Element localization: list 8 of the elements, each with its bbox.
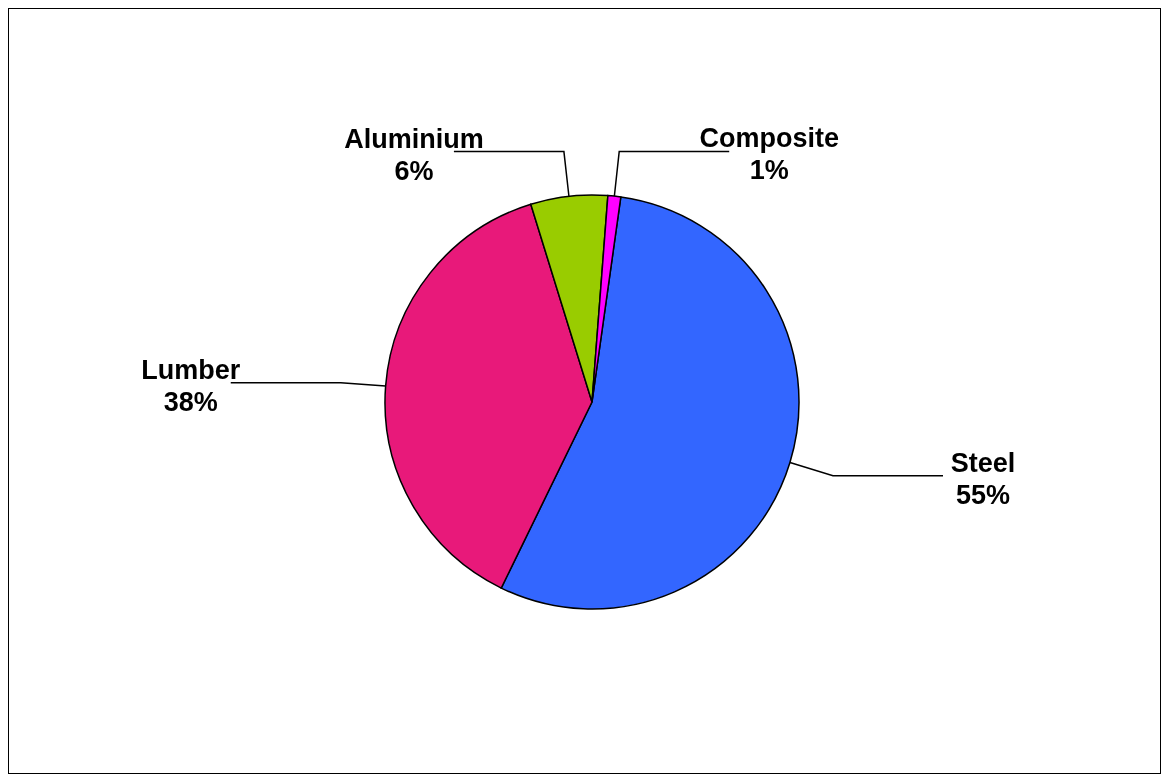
slice-label: Steel xyxy=(950,447,1016,478)
slice-label: Composite xyxy=(699,123,839,154)
data-label: 6% xyxy=(394,155,434,186)
data-label: 1% xyxy=(749,155,789,186)
data-label: 38% xyxy=(163,386,218,417)
slice-label: Lumber xyxy=(141,354,241,385)
slice-label: Aluminium xyxy=(344,123,484,154)
data-label: 55% xyxy=(955,479,1011,510)
